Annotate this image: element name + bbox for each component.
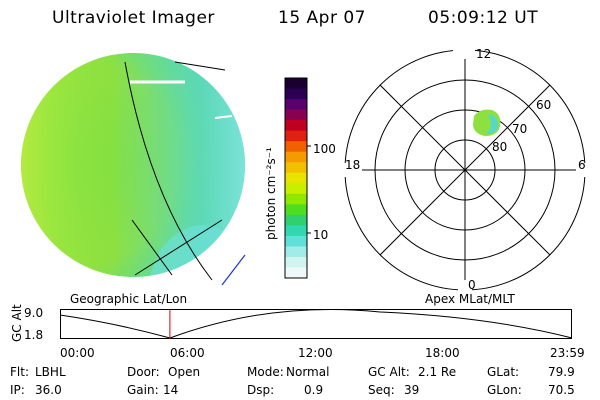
status-value: 14 xyxy=(163,383,179,397)
status-value: 70.5 xyxy=(548,383,575,397)
colorbar-segment xyxy=(285,130,307,142)
geographic-panel-label: Geographic Lat/Lon xyxy=(70,292,188,306)
colorbar-tick-10: 10 xyxy=(313,228,329,242)
time-tick-1200: 12:00 xyxy=(298,346,333,360)
status-key: Dsp: xyxy=(247,383,275,397)
date-label: 15 Apr 07 xyxy=(278,8,366,28)
altitude-tick-9: 9.0 xyxy=(24,306,44,320)
status-value: 39 xyxy=(404,383,420,397)
colorbar-segment xyxy=(285,204,307,216)
colorbar-segment xyxy=(285,120,307,132)
altitude-axis-label: GC Alt xyxy=(10,304,24,342)
meridian-diag-2 xyxy=(379,84,551,256)
mlt-label-6: 6 xyxy=(578,158,586,172)
colorbar-segment xyxy=(285,151,307,163)
colorbar-segment xyxy=(285,225,307,237)
altitude-tick-1.8: 1.8 xyxy=(24,328,44,342)
status-value: 36.0 xyxy=(35,383,62,397)
white-streak-2 xyxy=(214,115,233,119)
colorbar xyxy=(284,77,311,279)
instrument-title: Ultraviolet Imager xyxy=(52,8,215,28)
time-tick-0600: 06:00 xyxy=(170,346,205,360)
time-tick-2359: 23:59 xyxy=(550,346,585,360)
colorbar-segment xyxy=(285,172,307,184)
colorbar-tick-100: 100 xyxy=(313,142,336,156)
status-value: Open xyxy=(168,365,201,379)
colorbar-segment xyxy=(285,214,307,226)
status-key: Mode: xyxy=(247,365,284,379)
colorbar-segment xyxy=(285,246,307,258)
colorbar-segment xyxy=(285,141,307,153)
mlat-label-60: 60 xyxy=(536,98,552,112)
colorbar-segment xyxy=(285,256,307,269)
colorbar-unit-label: photon cm⁻²s⁻¹ xyxy=(264,147,278,240)
mlat-label-70: 70 xyxy=(512,122,528,136)
terminator-line xyxy=(124,61,213,281)
altitude-curve xyxy=(59,309,573,339)
colorbar-segment xyxy=(285,78,307,90)
colorbar-border xyxy=(284,77,308,279)
colorbar-segment xyxy=(285,88,307,100)
status-value: LBHL xyxy=(35,365,66,379)
status-key: Seq: xyxy=(368,383,395,397)
status-key: IP: xyxy=(10,383,25,397)
time-tick-1800: 18:00 xyxy=(425,346,460,360)
time-tick-0000: 00:00 xyxy=(60,346,95,360)
mlt-label-12: 12 xyxy=(476,47,492,61)
status-key: Gain: xyxy=(127,383,159,397)
time-label: 05:09:12 UT xyxy=(428,8,539,28)
status-key: GLon: xyxy=(487,383,522,397)
colorbar-segment xyxy=(285,235,307,248)
geographic-uv-image xyxy=(21,53,246,286)
meridian-line-2 xyxy=(131,219,173,276)
status-key: GLat: xyxy=(487,365,520,379)
mlt-label-0: 0 xyxy=(468,278,476,292)
colorbar-segment xyxy=(285,99,307,111)
colorbar-segment xyxy=(285,162,307,174)
status-value: Normal xyxy=(286,365,330,379)
status-value: 0.9 xyxy=(304,383,324,397)
colorbar-segment xyxy=(285,193,307,205)
altitude-plot xyxy=(59,309,573,339)
meridian-line xyxy=(134,219,223,276)
status-key: GC Alt: xyxy=(368,365,410,379)
colorbar-segment xyxy=(285,267,307,279)
apex-panel-label: Apex MLat/MLT xyxy=(425,292,515,306)
polar-mlt-plot xyxy=(340,45,588,294)
horizon-line-top xyxy=(174,61,226,71)
status-value: 2.1 Re xyxy=(418,365,457,379)
status-key: Flt: xyxy=(10,365,29,379)
status-key: Door: xyxy=(127,365,160,379)
status-value: 79.9 xyxy=(548,365,575,379)
colorbar-segment xyxy=(285,109,307,121)
mlt-label-18: 18 xyxy=(345,158,361,172)
mlat-label-80: 80 xyxy=(492,140,508,154)
limb-blue-line xyxy=(221,254,246,286)
colorbar-segment xyxy=(285,183,307,195)
